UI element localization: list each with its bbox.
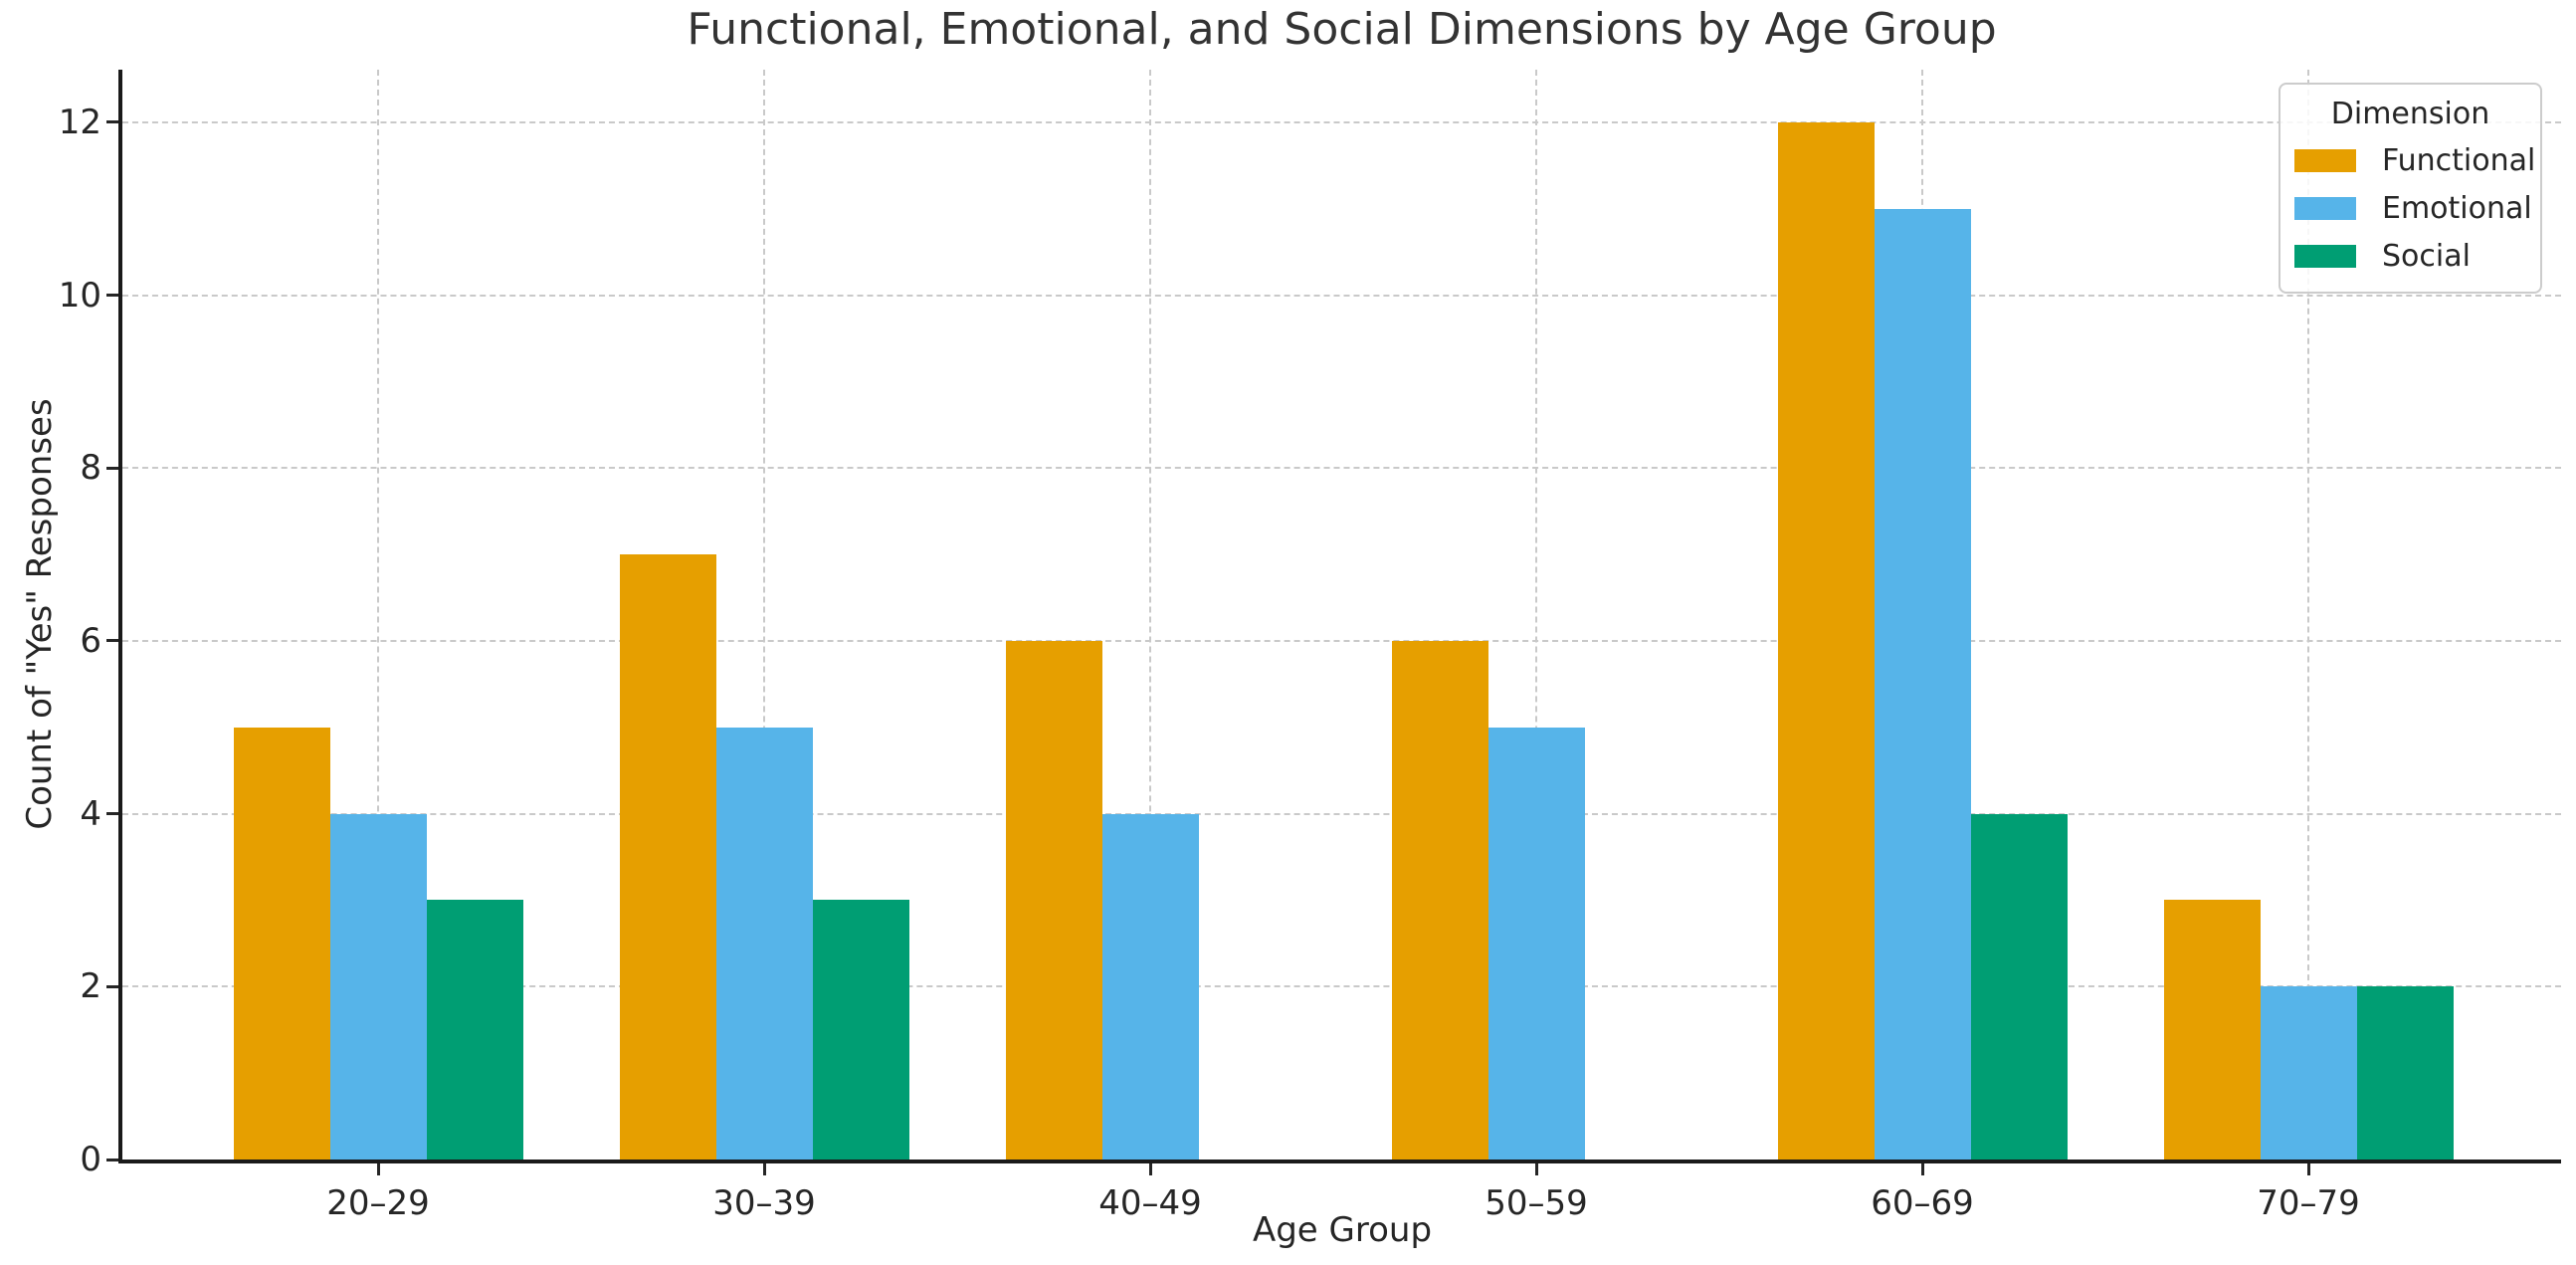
x-tick-label: 70–79 <box>2257 1183 2360 1223</box>
legend: Dimension Functional Emotional Social <box>2279 83 2542 294</box>
x-tick-mark <box>376 1163 380 1175</box>
bar-functional <box>233 727 330 1160</box>
legend-label: Social <box>2382 238 2471 274</box>
h-gridline <box>122 120 2561 123</box>
legend-swatch-social <box>2294 244 2356 268</box>
y-tick-label: 12 <box>58 102 101 142</box>
x-tick-mark <box>2306 1163 2310 1175</box>
x-tick-label: 50–59 <box>1485 1183 1588 1223</box>
bar-functional <box>2163 900 2261 1160</box>
bar-functional <box>619 554 716 1160</box>
h-gridline <box>122 985 2561 988</box>
bar-functional <box>1391 640 1488 1160</box>
bar-emotional <box>715 727 813 1160</box>
bar-functional <box>1777 121 1875 1160</box>
v-gridline <box>1535 70 1537 1160</box>
v-gridline <box>377 70 379 1160</box>
y-tick-label: 4 <box>80 793 101 834</box>
h-gridline <box>122 467 2561 470</box>
bar-emotional <box>1874 208 1971 1160</box>
legend-label: Functional <box>2382 142 2536 178</box>
bar-functional <box>1005 640 1102 1160</box>
bar-emotional <box>1487 727 1585 1160</box>
bar-emotional <box>329 813 427 1160</box>
y-axis-spine <box>118 70 122 1163</box>
bar-social <box>812 900 909 1160</box>
legend-label: Emotional <box>2382 190 2532 226</box>
y-tick-label: 10 <box>58 275 101 316</box>
y-tick-label: 2 <box>80 966 101 1007</box>
y-tick-mark <box>106 984 118 988</box>
x-tick-label: 60–69 <box>1871 1183 1974 1223</box>
legend-swatch-emotional <box>2294 196 2356 220</box>
h-gridline <box>122 812 2561 815</box>
bar-social <box>1970 813 2068 1160</box>
bar-emotional <box>2260 986 2357 1160</box>
legend-entry: Emotional <box>2294 184 2532 232</box>
bar-social <box>2356 986 2454 1160</box>
bar-social <box>426 900 523 1160</box>
x-tick-mark <box>762 1163 766 1175</box>
y-tick-mark <box>106 120 118 124</box>
y-tick-label: 6 <box>80 620 101 661</box>
h-gridline <box>122 639 2561 642</box>
v-gridline <box>763 70 765 1160</box>
y-tick-mark <box>106 466 118 470</box>
x-tick-label: 40–49 <box>1098 1183 1202 1223</box>
legend-entries: Functional Emotional Social <box>2294 136 2535 280</box>
y-tick-mark <box>106 1158 118 1161</box>
chart-title: Functional, Emotional, and Social Dimens… <box>687 4 1997 55</box>
y-tick-label: 0 <box>80 1140 101 1179</box>
v-gridline <box>1149 70 1151 1160</box>
bar-emotional <box>1101 813 1199 1160</box>
y-tick-mark <box>106 294 118 298</box>
x-tick-label: 20–29 <box>326 1183 430 1223</box>
x-axis-label: Age Group <box>1252 1210 1433 1250</box>
legend-entry: Functional <box>2294 136 2535 184</box>
y-tick-mark <box>106 639 118 643</box>
x-tick-mark <box>1920 1163 1924 1175</box>
x-tick-label: 30–39 <box>712 1183 816 1223</box>
v-gridline <box>2307 70 2309 1160</box>
x-axis-spine <box>118 1160 2561 1163</box>
legend-title: Dimension <box>2330 97 2490 131</box>
legend-swatch-functional <box>2294 148 2356 172</box>
x-tick-mark <box>1534 1163 1538 1175</box>
x-tick-mark <box>1148 1163 1152 1175</box>
y-tick-label: 8 <box>80 448 101 489</box>
h-gridline <box>122 294 2561 297</box>
legend-entry: Social <box>2294 232 2526 280</box>
y-tick-mark <box>106 812 118 816</box>
